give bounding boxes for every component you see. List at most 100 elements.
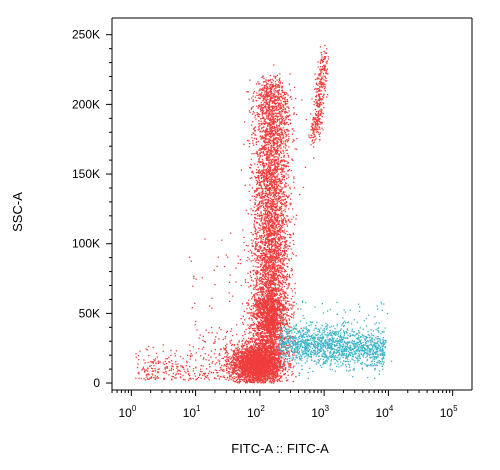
data-point-945 xyxy=(280,100,282,102)
data-point-838 xyxy=(275,247,277,249)
data-point-1925 xyxy=(283,167,285,169)
data-point-3405 xyxy=(275,254,278,257)
data-point-3739 xyxy=(265,94,268,96)
data-point-2701 xyxy=(288,245,290,247)
data-point-1893 xyxy=(281,291,283,293)
data-point-551 xyxy=(284,140,287,143)
data-point-401 xyxy=(282,314,284,316)
data-point-426 xyxy=(276,185,278,187)
data-point-4063 xyxy=(258,298,260,300)
data-point-1841 xyxy=(286,230,288,232)
data-point-370 xyxy=(266,220,269,222)
data-point-3229 xyxy=(270,108,272,111)
data-point-817 xyxy=(260,94,263,96)
data-point-2274 xyxy=(278,163,280,165)
data-point-3401 xyxy=(258,266,260,268)
data-point-1303 xyxy=(257,209,260,211)
data-point-3378 xyxy=(276,159,278,161)
data-point-2758 xyxy=(287,220,290,222)
data-point-1280 xyxy=(269,192,271,194)
data-point-457 xyxy=(289,89,291,91)
data-point-389 xyxy=(259,278,261,280)
data-point-1465 xyxy=(256,187,258,189)
data-point-3737 xyxy=(272,234,274,236)
data-point-3624 xyxy=(269,118,272,120)
data-point-3431 xyxy=(264,223,267,225)
data-point-3513 xyxy=(258,126,260,128)
data-point-882 xyxy=(271,207,273,210)
data-point-1954 xyxy=(255,270,257,272)
data-point-800 xyxy=(274,181,276,184)
data-point-3152 xyxy=(267,262,270,264)
data-point-3256 xyxy=(267,261,270,263)
data-point-2578 xyxy=(288,169,290,171)
data-point-1243 xyxy=(265,99,267,101)
data-point-3112 xyxy=(286,273,288,275)
data-point-2796 xyxy=(270,249,272,251)
data-point-1114 xyxy=(288,284,290,286)
data-point-2776 xyxy=(272,295,274,297)
data-point-4496 xyxy=(245,378,248,380)
data-point-2842 xyxy=(281,236,283,238)
data-point-1356 xyxy=(283,92,285,94)
data-point-3257 xyxy=(278,86,281,89)
data-point-4089 xyxy=(275,132,277,134)
data-point-3895 xyxy=(267,326,269,328)
data-point-4445 xyxy=(271,357,273,359)
data-point-1662 xyxy=(278,127,280,129)
data-point-2062 xyxy=(262,104,264,106)
data-point-1510 xyxy=(262,150,265,153)
data-point-4157 xyxy=(279,189,281,191)
data-point-683 xyxy=(263,81,265,83)
data-point-3763 xyxy=(286,106,288,108)
data-point-2620 xyxy=(282,264,284,266)
data-point-3172 xyxy=(262,148,264,150)
data-point-2165 xyxy=(287,294,289,296)
data-point-3862 xyxy=(269,228,271,230)
data-point-3875 xyxy=(265,177,267,179)
data-point-3719 xyxy=(279,244,281,247)
data-point-2861 xyxy=(259,161,261,163)
data-point-4036 xyxy=(270,148,273,150)
data-point-3298 xyxy=(294,86,296,88)
data-point-2895 xyxy=(272,105,274,107)
data-point-2971 xyxy=(273,276,275,278)
data-point-326 xyxy=(283,223,286,226)
data-point-2718 xyxy=(281,89,283,92)
data-point-377 xyxy=(258,192,260,194)
data-point-3164 xyxy=(266,183,268,186)
data-point-3509 xyxy=(272,97,274,99)
data-point-2462 xyxy=(286,98,288,101)
data-point-3406 xyxy=(256,292,258,294)
data-point-464 xyxy=(288,274,291,276)
data-point-3202 xyxy=(279,208,281,210)
data-point-1711 xyxy=(282,215,284,217)
data-point-429 xyxy=(290,248,292,250)
data-point-1177 xyxy=(263,266,266,268)
data-point-177 xyxy=(255,298,257,300)
data-point-2155 xyxy=(271,122,273,125)
data-point-3725 xyxy=(252,245,254,247)
data-point-1844 xyxy=(247,256,249,259)
data-point-3049 xyxy=(264,241,266,243)
data-point-4154 xyxy=(250,324,252,326)
data-point-2036 xyxy=(288,318,290,320)
data-point-1645 xyxy=(281,110,283,112)
data-point-3300 xyxy=(274,230,276,233)
data-point-514 xyxy=(274,275,276,277)
data-point-2430 xyxy=(273,295,275,297)
data-point-4038 xyxy=(273,261,275,263)
data-point-3429 xyxy=(288,194,290,197)
data-point-2517 xyxy=(270,119,272,121)
data-point-3805 xyxy=(267,98,269,100)
data-point-3784 xyxy=(274,287,276,289)
data-point-2866 xyxy=(283,254,286,256)
data-point-3537 xyxy=(279,129,281,131)
data-point-4194 xyxy=(254,277,256,280)
data-point-1172 xyxy=(281,173,283,175)
data-point-953 xyxy=(268,102,271,104)
data-point-3748 xyxy=(268,106,270,108)
data-point-2326 xyxy=(251,242,253,244)
data-point-1187 xyxy=(264,284,266,286)
data-point-3642 xyxy=(258,113,261,116)
